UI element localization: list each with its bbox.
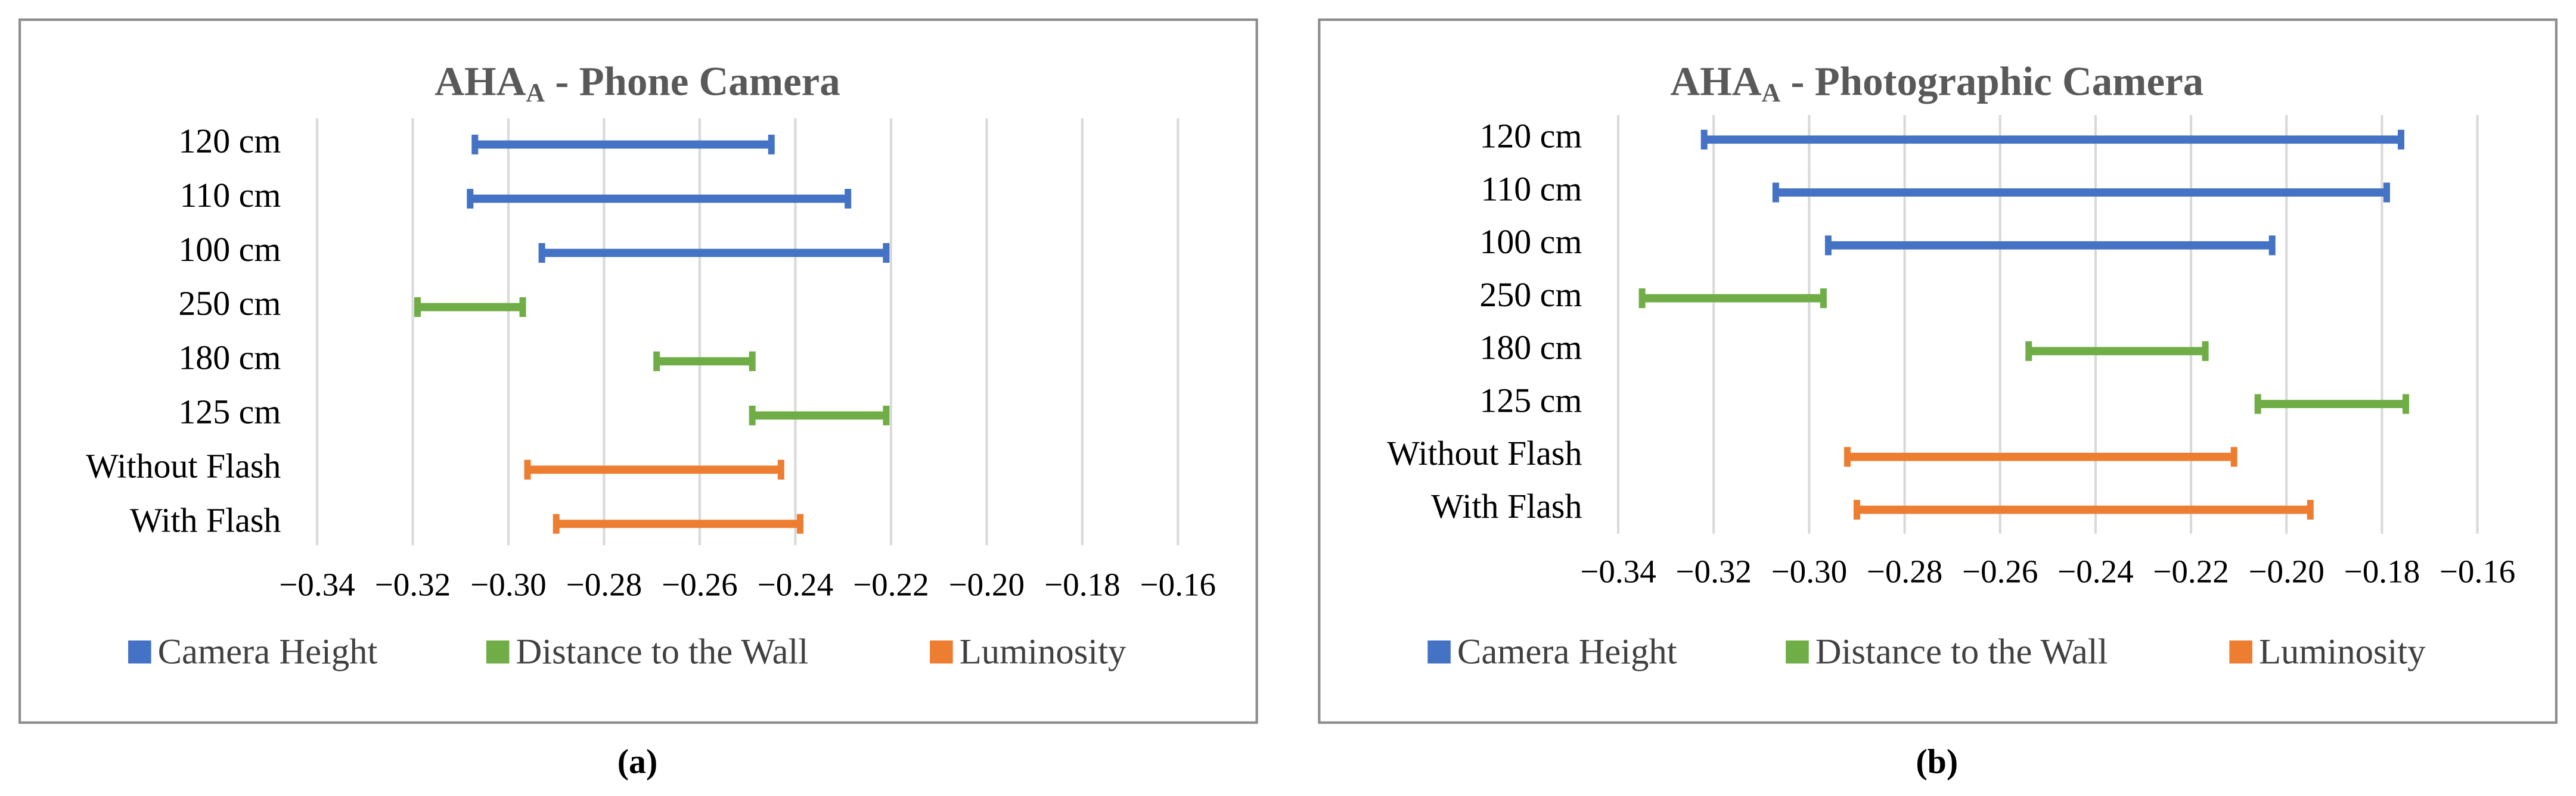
y-tick-label: 110 cm	[180, 176, 281, 214]
y-tick-label: With Flash	[1431, 487, 1582, 526]
chart-border	[18, 18, 1258, 724]
x-tick-label: −0.16	[1140, 566, 1216, 602]
legend-swatch	[930, 640, 953, 664]
chart-title: AHAA - Photographic Camera	[1670, 58, 2203, 107]
title-main: AHA	[1670, 58, 1761, 104]
range-bar	[2028, 347, 2206, 356]
y-tick-label: 120 cm	[1479, 117, 1582, 156]
range-bar	[474, 140, 772, 149]
y-tick-label: 100 cm	[1479, 222, 1582, 261]
range-bar	[1857, 505, 2311, 514]
y-tick-label: 180 cm	[178, 338, 281, 377]
range-bar	[556, 520, 800, 528]
x-tick-label: −0.32	[375, 566, 451, 602]
title-subscript: A	[1761, 78, 1780, 107]
caption: (b)	[1916, 742, 1958, 781]
x-tick-label: −0.22	[2153, 553, 2229, 589]
x-tick-label: −0.34	[279, 566, 355, 602]
x-tick-label: −0.20	[949, 566, 1025, 602]
x-tick-label: −0.24	[758, 566, 834, 602]
x-tick-label: −0.18	[1044, 566, 1121, 602]
range-bar	[1847, 452, 2234, 461]
chart: AHAA - Photographic Camera −0.34 −0.32 −0.3…	[1318, 18, 2558, 781]
x-tick-label: −0.18	[2344, 553, 2420, 589]
x-tick-label: −0.24	[2057, 553, 2134, 589]
x-tick-label: −0.16	[2440, 553, 2516, 589]
x-tick-label: −0.34	[1580, 553, 1656, 589]
y-tick-label: 120 cm	[178, 122, 281, 160]
range-bar	[1776, 188, 2387, 197]
x-tick-label: −0.28	[566, 566, 643, 602]
y-tick-label: With Flash	[130, 501, 281, 540]
range-bar	[417, 303, 523, 312]
x-tick-label: −0.32	[1675, 553, 1752, 589]
legend-swatch	[2229, 640, 2252, 664]
y-tick-label: 125 cm	[1479, 381, 1582, 419]
title-rest: - Phone Camera	[545, 58, 840, 104]
y-tick-label: 250 cm	[178, 284, 281, 323]
x-tick-label: −0.30	[1771, 553, 1848, 589]
range-bar	[470, 194, 848, 203]
title-rest: - Photographic Camera	[1780, 58, 2203, 104]
chart-title: AHAA - Phone Camera	[434, 58, 840, 107]
range-bar	[527, 465, 781, 474]
x-tick-label: −0.28	[1867, 553, 1943, 589]
x-tick-label: −0.22	[853, 566, 929, 602]
legend-label: Distance to the Wall	[1815, 632, 2108, 672]
legend-label: Luminosity	[2259, 632, 2426, 672]
range-bar	[1704, 135, 2401, 144]
x-tick-label: −0.30	[470, 566, 547, 602]
legend-label: Distance to the Wall	[516, 632, 809, 672]
y-tick-label: 100 cm	[178, 230, 281, 269]
legend-swatch	[128, 640, 151, 664]
legend-label: Luminosity	[960, 632, 1126, 672]
y-tick-label: 125 cm	[178, 393, 281, 431]
range-bar	[2258, 400, 2406, 408]
title-subscript: A	[526, 78, 545, 107]
range-bar	[1828, 241, 2273, 250]
x-tick-label: −0.26	[1962, 553, 2038, 589]
y-tick-label: 180 cm	[1479, 328, 1582, 367]
x-tick-label: −0.26	[662, 566, 738, 602]
range-bar	[752, 411, 886, 420]
y-tick-label: Without Flash	[1387, 434, 1582, 472]
legend-label: Camera Height	[1457, 632, 1677, 672]
legend-swatch	[1427, 640, 1451, 664]
range-bar	[542, 248, 886, 257]
title-main: AHA	[434, 58, 526, 104]
x-tick-label: −0.20	[2248, 553, 2324, 589]
y-tick-label: Without Flash	[86, 447, 281, 486]
range-bar	[1642, 294, 1824, 303]
range-bar	[656, 357, 753, 366]
legend-label: Camera Height	[158, 632, 378, 672]
y-tick-label: 250 cm	[1479, 275, 1582, 314]
y-tick-label: 110 cm	[1481, 169, 1582, 208]
caption: (a)	[617, 742, 657, 781]
legend-swatch	[486, 640, 510, 664]
legend-swatch	[1786, 640, 1809, 664]
chart: AHAA - Phone Camera−0.34 −0.32 −0.30 −0.28−…	[18, 18, 1258, 781]
